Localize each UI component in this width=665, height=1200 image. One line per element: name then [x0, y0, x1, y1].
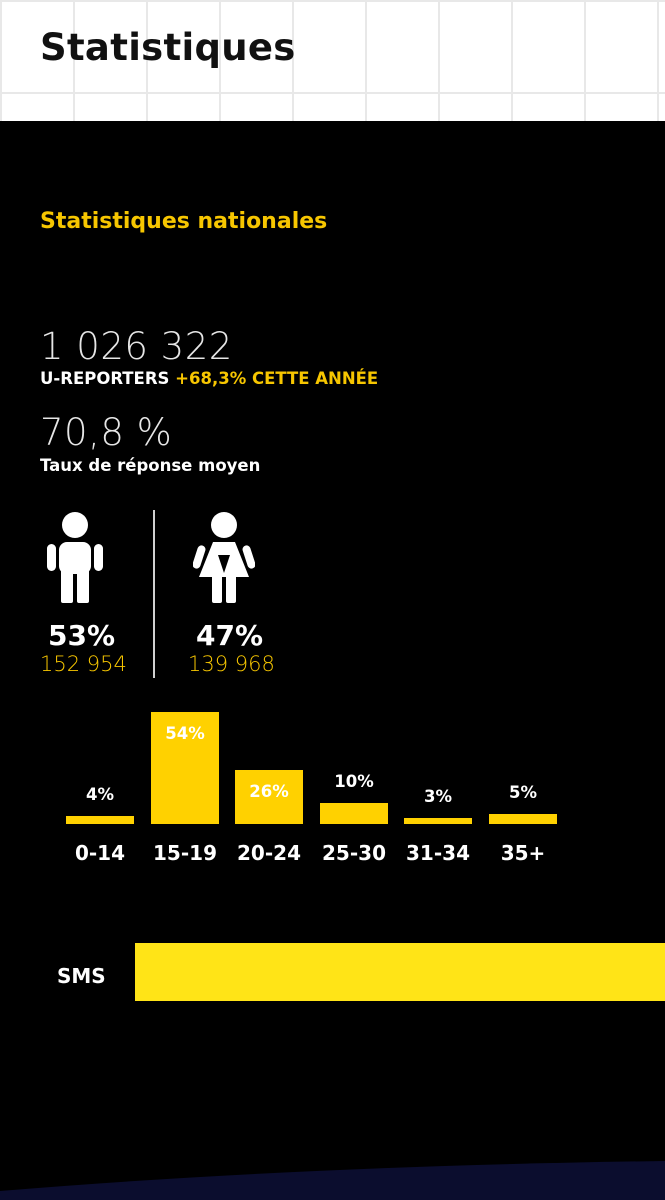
reporters-count: 1 026 322	[40, 325, 233, 368]
response-rate: 70,8 %	[40, 411, 173, 454]
reporters-label-line: U-REPORTERS +68,3% CETTE ANNÉE	[40, 369, 378, 388]
gender-female: 47% 139 968	[188, 511, 298, 676]
reporters-growth: +68,3% CETTE ANNÉE	[175, 369, 379, 388]
response-label: Taux de réponse moyen	[40, 456, 261, 475]
female-percent: 47%	[196, 619, 264, 652]
female-count: 139 968	[188, 652, 275, 676]
age-bar-35+	[489, 814, 557, 824]
age-bar-20-24	[235, 770, 303, 824]
male-person-icon	[47, 512, 103, 603]
age-category-label: 31-34	[406, 841, 470, 865]
age-category-label: 0-14	[74, 841, 126, 865]
age-bar-0-14	[66, 816, 134, 824]
gender-divider	[153, 510, 155, 678]
decorative-curve	[0, 1161, 665, 1200]
age-bar-31-34	[404, 818, 472, 824]
reporters-label: U-REPORTERS	[40, 369, 170, 388]
gender-male: 53% 152 954	[40, 511, 150, 676]
age-value-label: 4%	[85, 785, 114, 804]
female-person-icon	[193, 512, 255, 603]
age-value-label: 5%	[508, 783, 537, 802]
age-value-label: 3%	[423, 787, 452, 806]
age-chart: 4% 0-14 54% 15-19 26% 20-24 10% 25-30 3% 31-34 5% 3…	[0, 691, 665, 881]
age-category-label: 25-30	[322, 841, 386, 865]
male-percent: 53%	[48, 619, 116, 652]
age-value-label: 10%	[334, 772, 374, 791]
age-category-label: 15-19	[153, 841, 217, 865]
channel-label-sms: SMS	[57, 964, 106, 988]
channel-bar-sms	[135, 943, 665, 1001]
age-value-label: 26%	[249, 782, 289, 801]
age-value-label: 54%	[165, 724, 205, 743]
page-header: Statistiques	[0, 0, 665, 121]
age-category-label: 35+	[500, 841, 546, 865]
section-title: Statistiques nationales	[40, 209, 328, 234]
page-title: Statistiques	[40, 26, 296, 69]
age-bar-25-30	[320, 803, 388, 824]
age-bar-15-19	[151, 712, 219, 824]
male-count: 152 954	[40, 652, 127, 676]
stats-panel: Statistiques nationales 1 026 322 U-REPO…	[0, 121, 665, 1200]
age-category-label: 20-24	[237, 841, 301, 865]
